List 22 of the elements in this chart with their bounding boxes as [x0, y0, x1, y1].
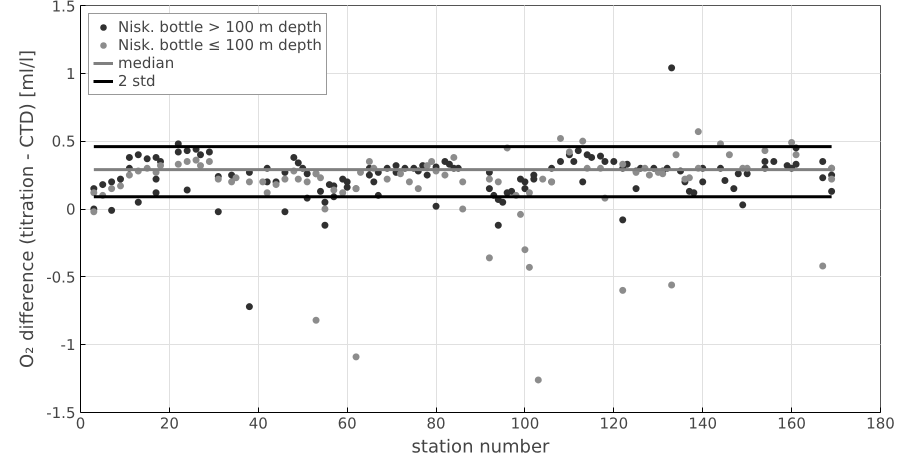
x-tick-label: 100 — [510, 414, 540, 432]
x-tick-label: 120 — [600, 414, 628, 432]
x-tick-label: 160 — [777, 414, 806, 432]
y-tick-label: 0.5 — [52, 132, 76, 151]
y-tick-label: -0.5 — [46, 268, 76, 286]
legend-label: Nisk. bottle ≤ 100 m depth — [118, 36, 322, 54]
y-tick-label: 1.5 — [52, 0, 76, 16]
y-tick-label: -1.5 — [46, 404, 76, 422]
legend-label: 2 std — [118, 72, 156, 90]
x-tick-label: 20 — [160, 414, 179, 432]
x-tick-label: 60 — [338, 414, 357, 432]
x-tick-label: 180 — [866, 414, 895, 432]
y-tick-label: 0 — [66, 200, 76, 218]
y-tick-label: -1 — [60, 336, 76, 354]
legend-label: median — [118, 54, 174, 72]
x-tick-label: 80 — [426, 414, 446, 432]
x-tick-label: 40 — [248, 414, 268, 432]
y-axis-title: O₂ difference (titration - CTD) [ml/l] — [17, 50, 38, 368]
x-tick-label: 140 — [688, 414, 718, 432]
legend-label: Nisk. bottle > 100 m depth — [118, 18, 322, 36]
x-axis-title: station number — [412, 436, 550, 458]
y-tick-label: 1 — [66, 64, 76, 83]
